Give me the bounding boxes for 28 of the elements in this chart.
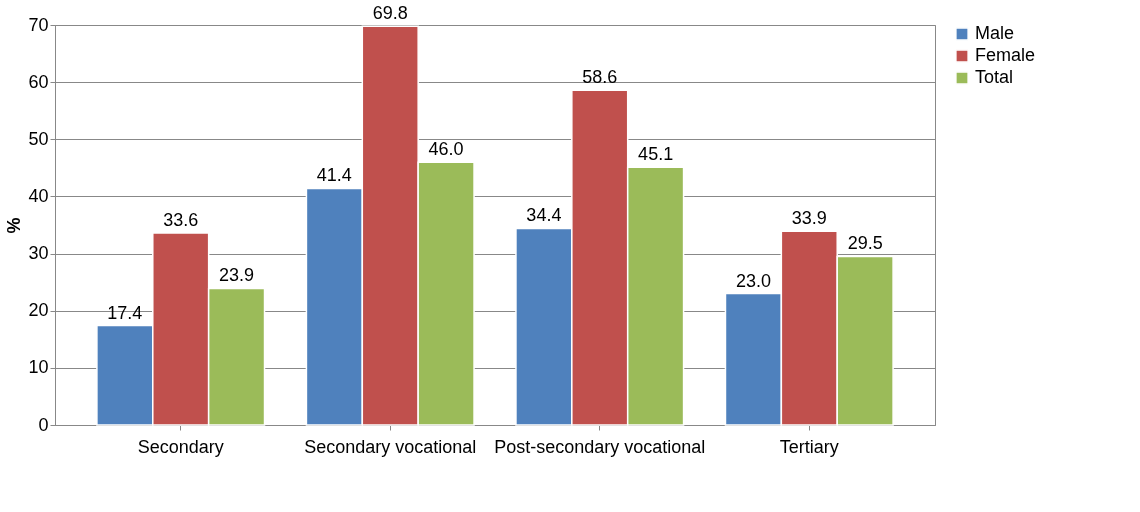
y-tick-label: 20: [28, 300, 49, 321]
data-label: 41.4: [316, 165, 352, 186]
data-label: 58.6: [582, 67, 618, 88]
data-label: 33.9: [791, 208, 827, 229]
data-label: 17.4: [107, 302, 143, 323]
y-tick-label: 70: [28, 14, 49, 35]
data-label: 29.5: [847, 233, 883, 254]
data-label: 23.0: [735, 270, 771, 291]
data-label: 46.0: [428, 139, 464, 160]
legend-label: Female: [975, 45, 1036, 65]
x-tick-label: Secondary: [137, 436, 224, 457]
y-tick-label: 10: [28, 357, 49, 378]
legend-label: Male: [975, 23, 1015, 43]
legend-label: Total: [975, 67, 1014, 87]
data-label: 33.6: [163, 210, 199, 230]
y-axis-title: %: [4, 217, 25, 234]
data-label: 23.9: [219, 265, 255, 286]
data-label: 34.4: [526, 205, 562, 226]
data-label: 69.8: [372, 3, 408, 24]
y-tick-label: 30: [28, 243, 49, 264]
x-tick-label: Post-secondary vocational: [494, 436, 706, 457]
x-tick-label: Secondary vocational: [304, 436, 477, 457]
y-tick-label: 0: [38, 414, 49, 435]
y-tick-label: 40: [28, 185, 49, 206]
data-label: 45.1: [638, 144, 674, 165]
x-tick-label: Tertiary: [779, 436, 839, 457]
y-tick-label: 50: [28, 128, 49, 149]
y-tick-label: 60: [28, 71, 49, 92]
